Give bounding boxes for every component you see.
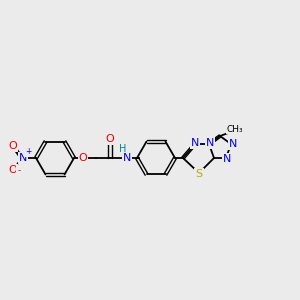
- Text: O: O: [9, 165, 17, 175]
- Text: H: H: [119, 144, 127, 154]
- Text: N: N: [191, 138, 199, 148]
- Text: N: N: [19, 153, 27, 163]
- Text: S: S: [195, 169, 203, 179]
- Text: O: O: [106, 134, 114, 144]
- Text: CH₃: CH₃: [227, 124, 243, 134]
- Text: O: O: [9, 141, 17, 151]
- Text: N: N: [206, 138, 214, 148]
- Text: N: N: [229, 139, 237, 149]
- Text: +: +: [25, 148, 31, 157]
- Text: O: O: [79, 153, 87, 163]
- Text: N: N: [223, 154, 231, 164]
- Text: -: -: [17, 167, 21, 176]
- Text: N: N: [123, 153, 131, 163]
